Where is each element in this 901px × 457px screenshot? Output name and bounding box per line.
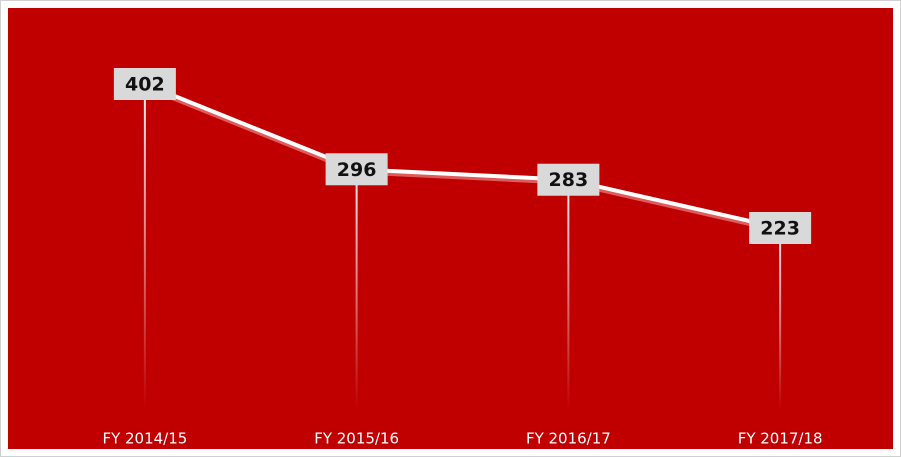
line (144, 82, 781, 230)
data-label: 283 (549, 169, 589, 191)
x-tick-label: FY 2015/16 (314, 430, 399, 448)
data-label-box (749, 212, 812, 244)
x-tick-label: FY 2017/18 (738, 430, 823, 448)
data-label: 296 (337, 159, 377, 181)
data-label-box (113, 68, 176, 100)
drop-line (567, 179, 570, 410)
data-label-box (537, 163, 600, 196)
data-label-box (325, 153, 388, 186)
drop-line (779, 228, 782, 410)
drop-line (355, 169, 358, 410)
x-tick-label: FY 2016/17 (526, 430, 611, 448)
data-label: 223 (760, 218, 800, 240)
drop-line (143, 84, 146, 410)
data-label: 402 (125, 74, 165, 96)
x-tick-label: FY 2014/15 (102, 430, 187, 448)
line-shadow (144, 85, 781, 233)
